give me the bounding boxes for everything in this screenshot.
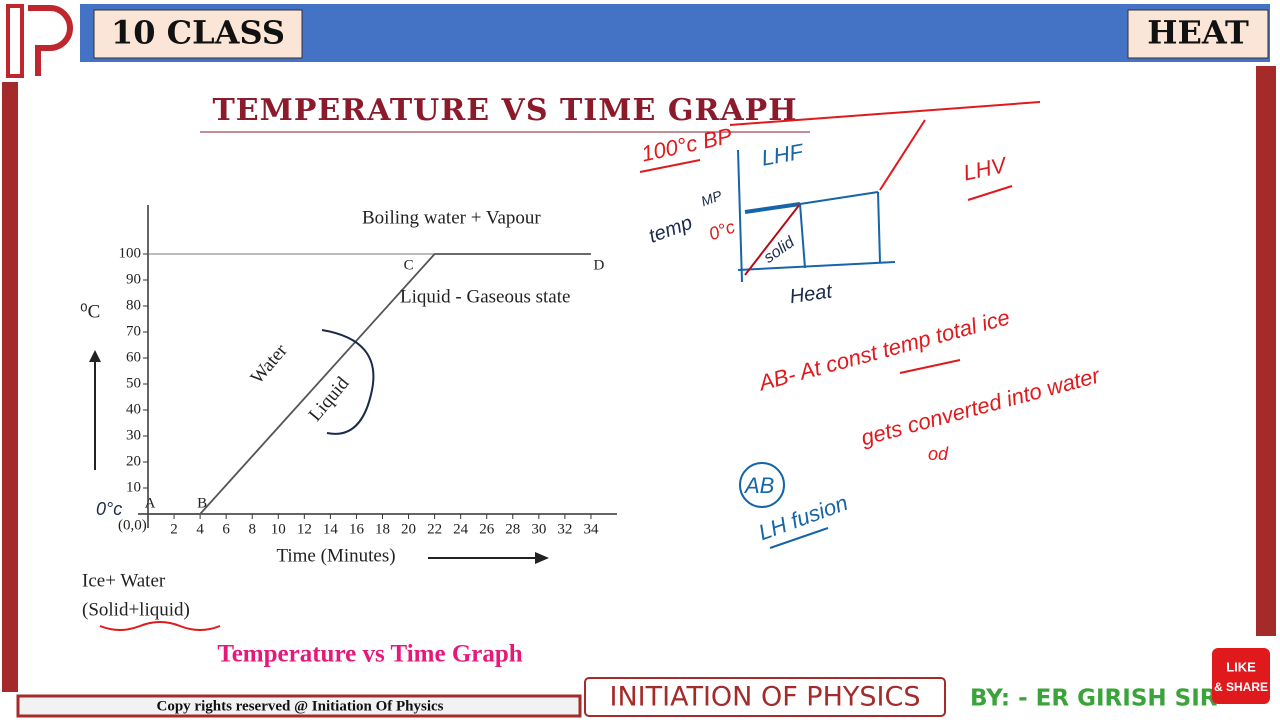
x-tick-label: 10 bbox=[271, 521, 286, 537]
underline bbox=[99, 621, 221, 631]
handwriting: AB bbox=[743, 473, 774, 498]
y-tick-label: 40 bbox=[126, 401, 141, 417]
annotation: (Solid+liquid) bbox=[82, 599, 190, 620]
y-tick-label: 90 bbox=[126, 271, 141, 287]
brand: INITIATION OF PHYSICS bbox=[610, 682, 921, 713]
x-tick-label: 6 bbox=[222, 521, 230, 537]
y-tick-label: 60 bbox=[126, 349, 141, 365]
arrow-sketch bbox=[321, 329, 375, 435]
x-tick-label: 14 bbox=[323, 521, 339, 537]
x-arrowhead bbox=[535, 552, 549, 564]
y-tick-label: 80 bbox=[126, 297, 141, 313]
x-tick-label: 24 bbox=[453, 521, 469, 537]
y-axis-label: ⁰C bbox=[80, 301, 100, 322]
x-tick-label: 18 bbox=[375, 521, 390, 537]
y-tick-label: 20 bbox=[126, 453, 141, 469]
x-tick-label: 4 bbox=[196, 521, 204, 537]
chart: (0,0) ⁰C Time (Minutes) 10 20 30 40 50 60 70 80 90 1… bbox=[80, 205, 617, 566]
y-tick-label: 100 bbox=[119, 245, 142, 261]
y-arrowhead bbox=[89, 350, 101, 362]
chart-caption: Temperature vs Time Graph bbox=[217, 641, 522, 668]
x-tick-label: 8 bbox=[248, 521, 256, 537]
author: BY: - ER GIRISH SIR bbox=[970, 686, 1218, 712]
x-tick-label: 26 bbox=[479, 521, 495, 537]
x-tick-label: 16 bbox=[349, 521, 365, 537]
annotation: Boiling water + Vapour bbox=[362, 207, 541, 228]
left-bar bbox=[2, 82, 18, 692]
badge-text: LIKE bbox=[1226, 659, 1256, 674]
badge-text: & SHARE bbox=[1214, 680, 1268, 694]
x-tick-label: 20 bbox=[401, 521, 416, 537]
point-label: C bbox=[404, 257, 414, 273]
x-tick-label: 30 bbox=[531, 521, 546, 537]
handwriting: MP bbox=[699, 187, 725, 209]
brand-box bbox=[584, 677, 946, 717]
x-tick-label: 34 bbox=[583, 521, 599, 537]
topic-label: HEAT bbox=[1147, 14, 1249, 52]
handwriting: 0°c bbox=[96, 499, 122, 519]
copyright: Copy rights reserved @ Initiation Of Phy… bbox=[156, 698, 443, 714]
logo bbox=[6, 4, 73, 78]
point-label: D bbox=[594, 257, 605, 273]
y-tick-label: 10 bbox=[126, 479, 141, 495]
x-axis-label: Time (Minutes) bbox=[276, 545, 395, 566]
point-label: A bbox=[145, 495, 156, 511]
y-tick-label: 30 bbox=[126, 427, 141, 443]
line bbox=[148, 253, 591, 515]
copyright-box bbox=[16, 694, 582, 718]
annotation: Liquid - Gaseous state bbox=[400, 286, 570, 307]
right-bar bbox=[1256, 66, 1276, 636]
annotation: Ice+ Water bbox=[82, 570, 166, 591]
x-tick-label: 28 bbox=[505, 521, 520, 537]
handwriting: od bbox=[928, 444, 949, 464]
like-badge bbox=[1212, 648, 1270, 704]
class-box bbox=[93, 9, 303, 59]
class-label: 10 CLASS bbox=[111, 14, 285, 52]
x-tick-label: 12 bbox=[297, 521, 312, 537]
slide-title: TEMPERATURE VS TIME GRAPH bbox=[212, 93, 797, 128]
point-label: B bbox=[197, 495, 207, 511]
x-tick-label: 22 bbox=[427, 521, 442, 537]
y-tick-label: 50 bbox=[126, 375, 141, 391]
topic-box bbox=[1127, 9, 1269, 59]
x-tick-label: 2 bbox=[170, 521, 178, 537]
origin-label: (0,0) bbox=[118, 517, 147, 533]
y-tick-label: 70 bbox=[126, 323, 141, 339]
x-tick-label: 32 bbox=[557, 521, 572, 537]
sketch bbox=[639, 101, 1041, 549]
